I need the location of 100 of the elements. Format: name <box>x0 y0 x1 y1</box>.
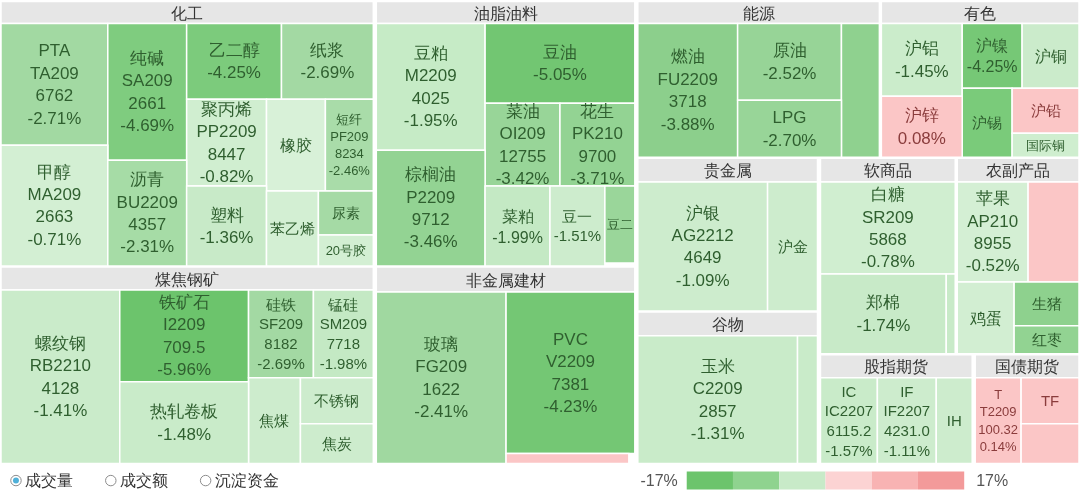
data-label: -3.71% <box>570 168 625 188</box>
category-label: 豆一 <box>562 207 593 225</box>
data-label: 0.14% <box>979 438 1017 454</box>
category-label: 橡胶 <box>279 137 312 155</box>
category-label: 硅铁 SF209 8182 <box>258 295 304 353</box>
text: -17% <box>640 471 678 489</box>
category-label: 热轧卷板 <box>150 402 219 422</box>
category-label: 贵金属 <box>703 162 752 180</box>
data-label: -4.23% <box>543 396 598 416</box>
data-label: -0.52% <box>965 256 1020 276</box>
category-label: 不锈钢 <box>314 392 360 410</box>
text: 成交量 <box>24 471 73 489</box>
category-label: 农副产品 <box>986 162 1051 180</box>
category-label: PTA TA209 6762 <box>30 41 79 106</box>
data-label: -5.96% <box>157 360 212 380</box>
category-label: 化工 <box>171 4 204 22</box>
data-label: -2.69% <box>257 355 305 373</box>
data-label: -1.48% <box>157 424 212 444</box>
category-label: IF IF2207 4231.0 <box>883 382 931 440</box>
category-label: 沪铜 <box>1034 47 1067 65</box>
data-label: -2.69% <box>300 63 355 83</box>
category-label: 鸡蛋 <box>968 309 1002 327</box>
category-label: 沪锡 <box>972 114 1003 132</box>
category-label: 菜粕 <box>501 207 534 225</box>
data-label: -1.41% <box>33 400 88 420</box>
data-label: -1.36% <box>199 227 254 247</box>
data-label: -4.69% <box>120 116 175 136</box>
category-label: 花生 PK210 9700 <box>571 101 623 166</box>
category-label: 沪镍 <box>976 37 1009 55</box>
data-label: -0.78% <box>861 252 915 272</box>
data-label: -3.46% <box>403 232 458 252</box>
data-label: -2.31% <box>120 237 175 257</box>
data-label: 0.08% <box>897 128 946 148</box>
category-label: 原油 <box>772 41 807 61</box>
category-label: 能源 <box>742 4 775 22</box>
category-label: 纸浆 <box>310 40 345 60</box>
category-label: 国债期货 <box>995 358 1060 376</box>
category-label: 豆粕 M2209 4025 <box>404 43 457 108</box>
category-label: 股指期货 <box>864 358 929 376</box>
data-label: -1.74% <box>856 315 911 335</box>
category-label: 沪铝 <box>904 39 939 59</box>
data-label: -1.31% <box>690 423 745 443</box>
text: 沉淀资金 <box>214 471 279 489</box>
category-label: 谷物 <box>711 315 744 333</box>
category-label: 螺纹钢 RB2210 4128 <box>29 333 92 398</box>
category-label: 焦煤 <box>259 412 290 430</box>
text: 17% <box>976 471 1009 489</box>
category-label: 有色 <box>964 4 997 22</box>
category-label: 铁矿石 I2209 709.5 <box>157 292 210 357</box>
category-label: 煤焦钢矿 <box>155 270 220 288</box>
category-label: 短纤 PF209 8234 <box>330 111 369 162</box>
category-label: 菜油 OI209 12755 <box>498 101 547 166</box>
data-label: -1.98% <box>319 355 368 373</box>
category-label: IH <box>946 412 962 430</box>
category-label: 棕榈油 P2209 9712 <box>405 165 457 229</box>
data-label: -2.52% <box>762 63 817 83</box>
category-label: 油脂油料 <box>473 4 538 22</box>
category-label: 玻璃 FG209 1622 <box>415 334 468 399</box>
data-label: -1.45% <box>894 61 949 81</box>
data-label: -0.82% <box>199 166 254 186</box>
data-label: -1.09% <box>675 270 730 290</box>
data-label: -2.71% <box>27 108 82 128</box>
category-label: 非金属建材 <box>465 271 546 289</box>
data-label: -2.41% <box>414 401 469 421</box>
category-label: 焦炭 <box>321 435 352 453</box>
data-label: -3.88% <box>660 114 715 134</box>
category-label: 尿素 <box>331 205 360 222</box>
data-label: -0.71% <box>27 229 82 249</box>
data-label: -2.70% <box>762 130 817 150</box>
data-label: -5.05% <box>533 65 587 85</box>
category-label: PVC V2209 7381 <box>545 329 595 394</box>
category-label: 软商品 <box>863 162 912 180</box>
category-label: 20号胶 <box>325 242 367 258</box>
category-label: 郑棉 <box>866 293 901 313</box>
category-label: 锰硅 SM209 7718 <box>319 295 368 353</box>
category-label: 生猪 <box>1031 295 1062 313</box>
data-label: -3.42% <box>495 168 550 188</box>
data-label: -1.95% <box>403 111 458 131</box>
category-label: 白糖 SR209 5868 <box>861 185 914 249</box>
category-label: 国际铜 <box>1026 137 1066 153</box>
category-label: 豆油 <box>542 42 577 62</box>
category-label: 沪金 <box>777 238 808 256</box>
category-label: 乙二醇 <box>208 40 260 60</box>
category-label: 红枣 <box>1031 331 1062 349</box>
category-label: 苹果 AP210 8955 <box>967 189 1019 253</box>
data-label: -1.51% <box>553 227 602 245</box>
data-label: -1.11% <box>883 441 930 459</box>
text: 成交额 <box>119 471 168 489</box>
category-label: 塑料 <box>209 205 244 225</box>
category-label: T T2209 100.32 <box>978 387 1018 437</box>
category-label: 玉米 C2209 2857 <box>692 356 743 421</box>
category-label: 沪银 AG2212 4649 <box>671 203 734 268</box>
category-label: 沪铅 <box>1030 102 1061 120</box>
data-label: -2.46% <box>328 163 371 179</box>
data-label: -1.57% <box>825 441 873 459</box>
data-label: -1.99% <box>492 228 543 246</box>
category-label: 沥青 BU2209 4357 <box>116 170 178 234</box>
category-label: TF <box>1040 392 1060 410</box>
category-label: 甲醇 MA209 2663 <box>27 162 82 227</box>
category-label: IC IC2207 6115.2 <box>824 382 874 440</box>
